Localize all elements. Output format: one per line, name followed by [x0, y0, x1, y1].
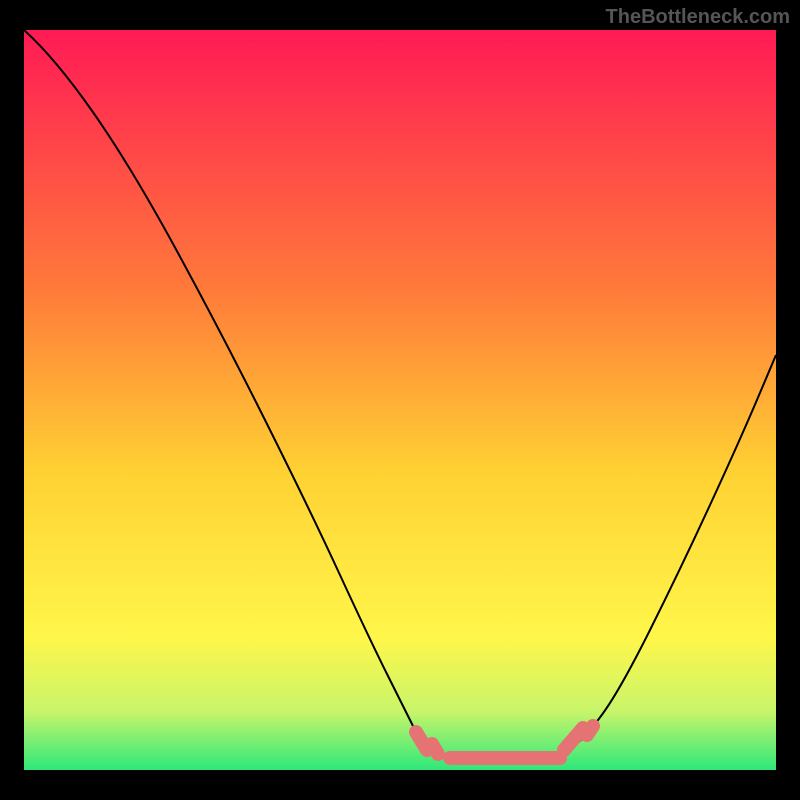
watermark-text: TheBottleneck.com [606, 6, 790, 29]
chart-plot-area [24, 30, 776, 770]
